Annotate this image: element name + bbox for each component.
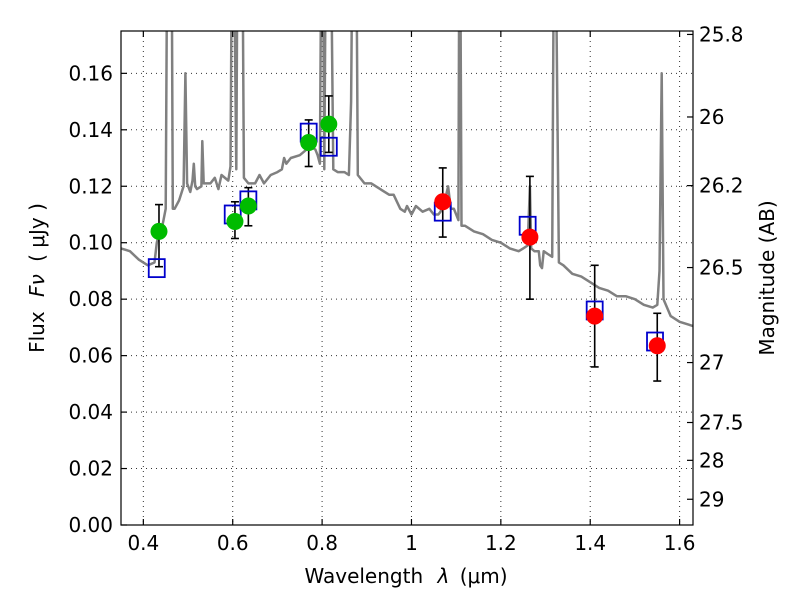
x-tick-label-2: 0.8 xyxy=(306,531,338,555)
optical-point-2 xyxy=(239,197,257,215)
errorbar-layer xyxy=(154,95,662,382)
mag-tick-label-4: 27 xyxy=(699,351,724,375)
mag-tick-label-2: 26.2 xyxy=(699,174,744,198)
x-tick-label-0: 0.4 xyxy=(127,531,159,555)
nir-point-3 xyxy=(648,337,666,355)
optical-point-4 xyxy=(320,115,338,133)
x-tick-label-3: 1 xyxy=(405,531,418,555)
y-axis-label: Flux Fν ( μJy ) xyxy=(25,203,49,353)
nir-point-1 xyxy=(521,228,539,246)
y-axis-right-label: Magnitude (AB) xyxy=(755,200,779,355)
optical-point-1 xyxy=(226,213,244,231)
plot-frame xyxy=(120,30,694,526)
photometry-point-layer xyxy=(150,115,666,355)
model-box-0 xyxy=(147,258,166,279)
optical-point-0 xyxy=(150,222,168,240)
y-tick-label-7: 0.14 xyxy=(68,118,113,142)
mag-tick-label-3: 26.5 xyxy=(699,256,744,280)
spectrum-layer xyxy=(121,31,693,328)
x-tick-label-1: 0.6 xyxy=(217,531,249,555)
y-tick-label-2: 0.04 xyxy=(68,400,113,424)
grid-layer xyxy=(121,31,693,525)
nir-point-2 xyxy=(586,307,604,325)
mag-tick-label-0: 25.8 xyxy=(699,22,744,46)
nir-point-0 xyxy=(434,193,452,211)
axes-frame: 0.4 0.6 0.8 1 1.2 1.4 1.6 0.00 0.02 0.04 0.06 0.08 0… xyxy=(68,22,743,555)
mag-tick-label-6: 28 xyxy=(699,448,724,472)
model-box-layer xyxy=(147,122,664,352)
optical-point-3 xyxy=(300,134,318,152)
label-layer: Wavelength λ (μm) Flux Fν ( μJy ) Magnit… xyxy=(25,200,779,588)
y-tick-label-0: 0.00 xyxy=(68,513,113,537)
model-box-4 xyxy=(319,136,338,157)
y-tick-label-4: 0.08 xyxy=(68,287,113,311)
x-tick-label-6: 1.6 xyxy=(664,531,696,555)
y-tick-label-8: 0.16 xyxy=(68,61,113,85)
mag-tick-label-7: 29 xyxy=(699,487,724,511)
y-tick-label-5: 0.10 xyxy=(68,231,113,255)
mag-tick-label-1: 26 xyxy=(699,105,724,129)
x-axis-label: Wavelength λ (μm) xyxy=(304,564,507,588)
x-tick-label-4: 1.2 xyxy=(485,531,517,555)
y-tick-label-1: 0.02 xyxy=(68,457,113,481)
y-tick-label-6: 0.12 xyxy=(68,174,113,198)
x-tick-label-5: 1.4 xyxy=(574,531,606,555)
model-spectrum-line xyxy=(121,31,693,328)
y-tick-label-3: 0.06 xyxy=(68,344,113,368)
mag-tick-label-5: 27.5 xyxy=(699,411,744,435)
